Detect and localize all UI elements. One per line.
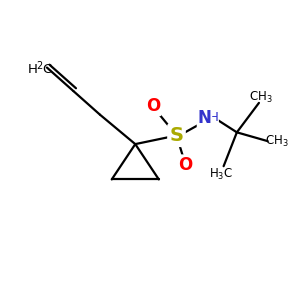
Text: O: O: [146, 97, 160, 115]
Text: O: O: [178, 156, 193, 174]
Text: CH$_3$: CH$_3$: [249, 89, 272, 104]
Text: H$_3$C: H$_3$C: [208, 167, 233, 182]
Text: H: H: [208, 111, 218, 124]
Text: S: S: [169, 126, 184, 145]
Text: CH$_3$: CH$_3$: [265, 134, 289, 149]
Text: N: N: [197, 109, 212, 127]
Text: H: H: [28, 62, 38, 76]
Text: 2: 2: [36, 61, 42, 71]
Text: C: C: [43, 62, 52, 76]
